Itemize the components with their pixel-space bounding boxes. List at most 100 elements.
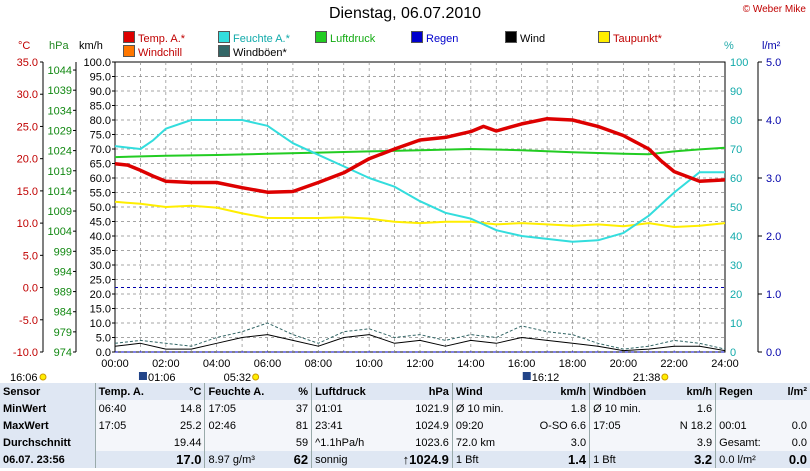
header-cell: Sensor: [0, 383, 96, 400]
hum-tick-label: 60: [730, 173, 742, 185]
temp-tick-label: 35.0: [17, 57, 38, 69]
table-cell: Gesamt:: [715, 434, 778, 451]
legend-label: Windböen*: [233, 47, 287, 59]
table-cell: [94, 434, 162, 451]
table-cell: Ø 10 min.: [589, 400, 666, 417]
legend-label: Feuchte A.*: [233, 33, 290, 45]
press-tick-label: 1004: [48, 226, 72, 238]
sun-icon: [39, 373, 47, 381]
hum-tick-label: 10: [730, 318, 742, 330]
legend-swatch: [218, 45, 230, 57]
table-row: MinWert 06:40 14.8 17:05 37 01:01 1021.9 Ø 10 m…: [0, 400, 810, 417]
table-cell: 3.0: [521, 434, 590, 451]
wind-tick-label: 10.0: [90, 318, 111, 330]
sunrise-icon: [252, 373, 260, 381]
wind-tick-label: 30.0: [90, 260, 111, 272]
press-tick-label: 1034: [48, 105, 72, 117]
temp-tick-label: 15.0: [17, 186, 38, 198]
press-tick-label: 1039: [48, 85, 72, 97]
current-row: 06.07. 23:56 17.0 8.97 g/m³ 62 sonnig ↑1024.9…: [0, 451, 810, 468]
current-cell: 0.0 l/m²: [715, 451, 778, 468]
header-cell: km/h: [521, 383, 590, 400]
x-tick-label: 00:00: [101, 358, 129, 370]
wind-tick-label: 70.0: [90, 144, 111, 156]
wind-tick-label: 45.0: [90, 217, 111, 229]
table-cell: Ø 10 min.: [451, 400, 522, 417]
hum-unit: %: [724, 40, 734, 52]
wind-tick-label: 75.0: [90, 130, 111, 142]
table-cell: [589, 434, 666, 451]
rain-tick-label: 0.0: [766, 347, 781, 359]
hum-tick-label: 70: [730, 144, 742, 156]
credit-link[interactable]: © Weber Mike: [742, 4, 806, 15]
table-cell: 72.0 km: [451, 434, 522, 451]
table-cell: O-SO 6.6: [521, 417, 590, 434]
hum-tick-label: 0: [730, 347, 736, 359]
wind-tick-label: 85.0: [90, 101, 111, 113]
legend-label: Temp. A.*: [138, 33, 186, 45]
x-tick-label: 08:00: [305, 358, 333, 370]
x-tick-label: 10:00: [355, 358, 383, 370]
rain-tick-label: 3.0: [766, 173, 781, 185]
series-luftdruck: [114, 146, 726, 159]
table-cell: 25.2: [161, 417, 205, 434]
wind-tick-label: 35.0: [90, 246, 111, 258]
table-cell: 23:41: [311, 417, 385, 434]
series-tempa: [114, 116, 726, 194]
table-cell: 0.0: [777, 417, 810, 434]
sunset-icon: [661, 373, 669, 381]
table-cell: 1.8: [521, 400, 590, 417]
hum-tick-label: 100: [730, 57, 748, 69]
x-tick-label: 02:00: [152, 358, 180, 370]
hum-tick-label: 40: [730, 231, 742, 243]
temp-tick-label: 30.0: [17, 89, 38, 101]
rain-tick-label: 1.0: [766, 289, 781, 301]
legend-item: Windchill: [123, 45, 182, 59]
temp-tick-label: -10.0: [13, 347, 38, 359]
current-cell: ↑1024.9: [384, 451, 453, 468]
wind-tick-label: 50.0: [90, 202, 111, 214]
legend-swatch: [505, 31, 517, 43]
sunset-label: 21:38: [633, 372, 661, 383]
wind-tick-label: 65.0: [90, 159, 111, 171]
header-cell: Windböen: [589, 383, 666, 400]
wind-tick-label: 20.0: [90, 289, 111, 301]
current-cell: [94, 451, 162, 468]
press-tick-label: 994: [54, 266, 72, 278]
press-tick-label: 999: [54, 246, 72, 258]
current-cell: sonnig: [311, 451, 385, 468]
current-cell: 62: [284, 451, 312, 468]
wind-tick-label: 0.0: [96, 347, 111, 359]
table-cell: 17:05: [204, 400, 285, 417]
legend-item: Windböen*: [218, 45, 287, 59]
legend-label: Taupunkt*: [613, 33, 662, 45]
legend-item: Wind: [505, 31, 545, 45]
chart-title: Dienstag, 06.07.2010: [328, 5, 482, 22]
press-tick-label: 989: [54, 287, 72, 299]
legend-swatch: [123, 31, 135, 43]
temp-unit: °C: [18, 40, 31, 52]
row-label: MinWert: [0, 400, 96, 417]
current-cell: 0.0: [777, 451, 810, 468]
table-row: MaxWert 17:05 25.2 02:46 81 23:41 1024.9 09:20 O…: [0, 417, 810, 434]
temp-tick-label: 25.0: [17, 121, 38, 133]
legend-label: Windchill: [138, 47, 183, 59]
header-cell: Feuchte A.: [204, 383, 285, 400]
table-cell: 1021.9: [384, 400, 453, 417]
table-cell: 37: [284, 400, 312, 417]
header-cell: Temp. A.: [94, 383, 162, 400]
sunrise-label: 05:32: [224, 372, 252, 383]
header-cell: °C: [161, 383, 205, 400]
press-tick-label: 1029: [48, 125, 72, 137]
press-tick-label: 1019: [48, 166, 72, 178]
moon-icon: [522, 372, 531, 380]
wind-tick-label: 95.0: [90, 72, 111, 84]
header-cell: Luftdruck: [311, 383, 385, 400]
press-tick-label: 1009: [48, 206, 72, 218]
legend-swatch: [315, 31, 327, 43]
legend-swatch: [123, 45, 135, 57]
legend-item: Luftdruck: [315, 31, 375, 45]
table-header: Sensor Temp. A. °C Feuchte A.% Luftdruck hPa W…: [0, 383, 810, 400]
press-tick-label: 984: [54, 307, 72, 319]
table-cell: 3.9: [665, 434, 716, 451]
